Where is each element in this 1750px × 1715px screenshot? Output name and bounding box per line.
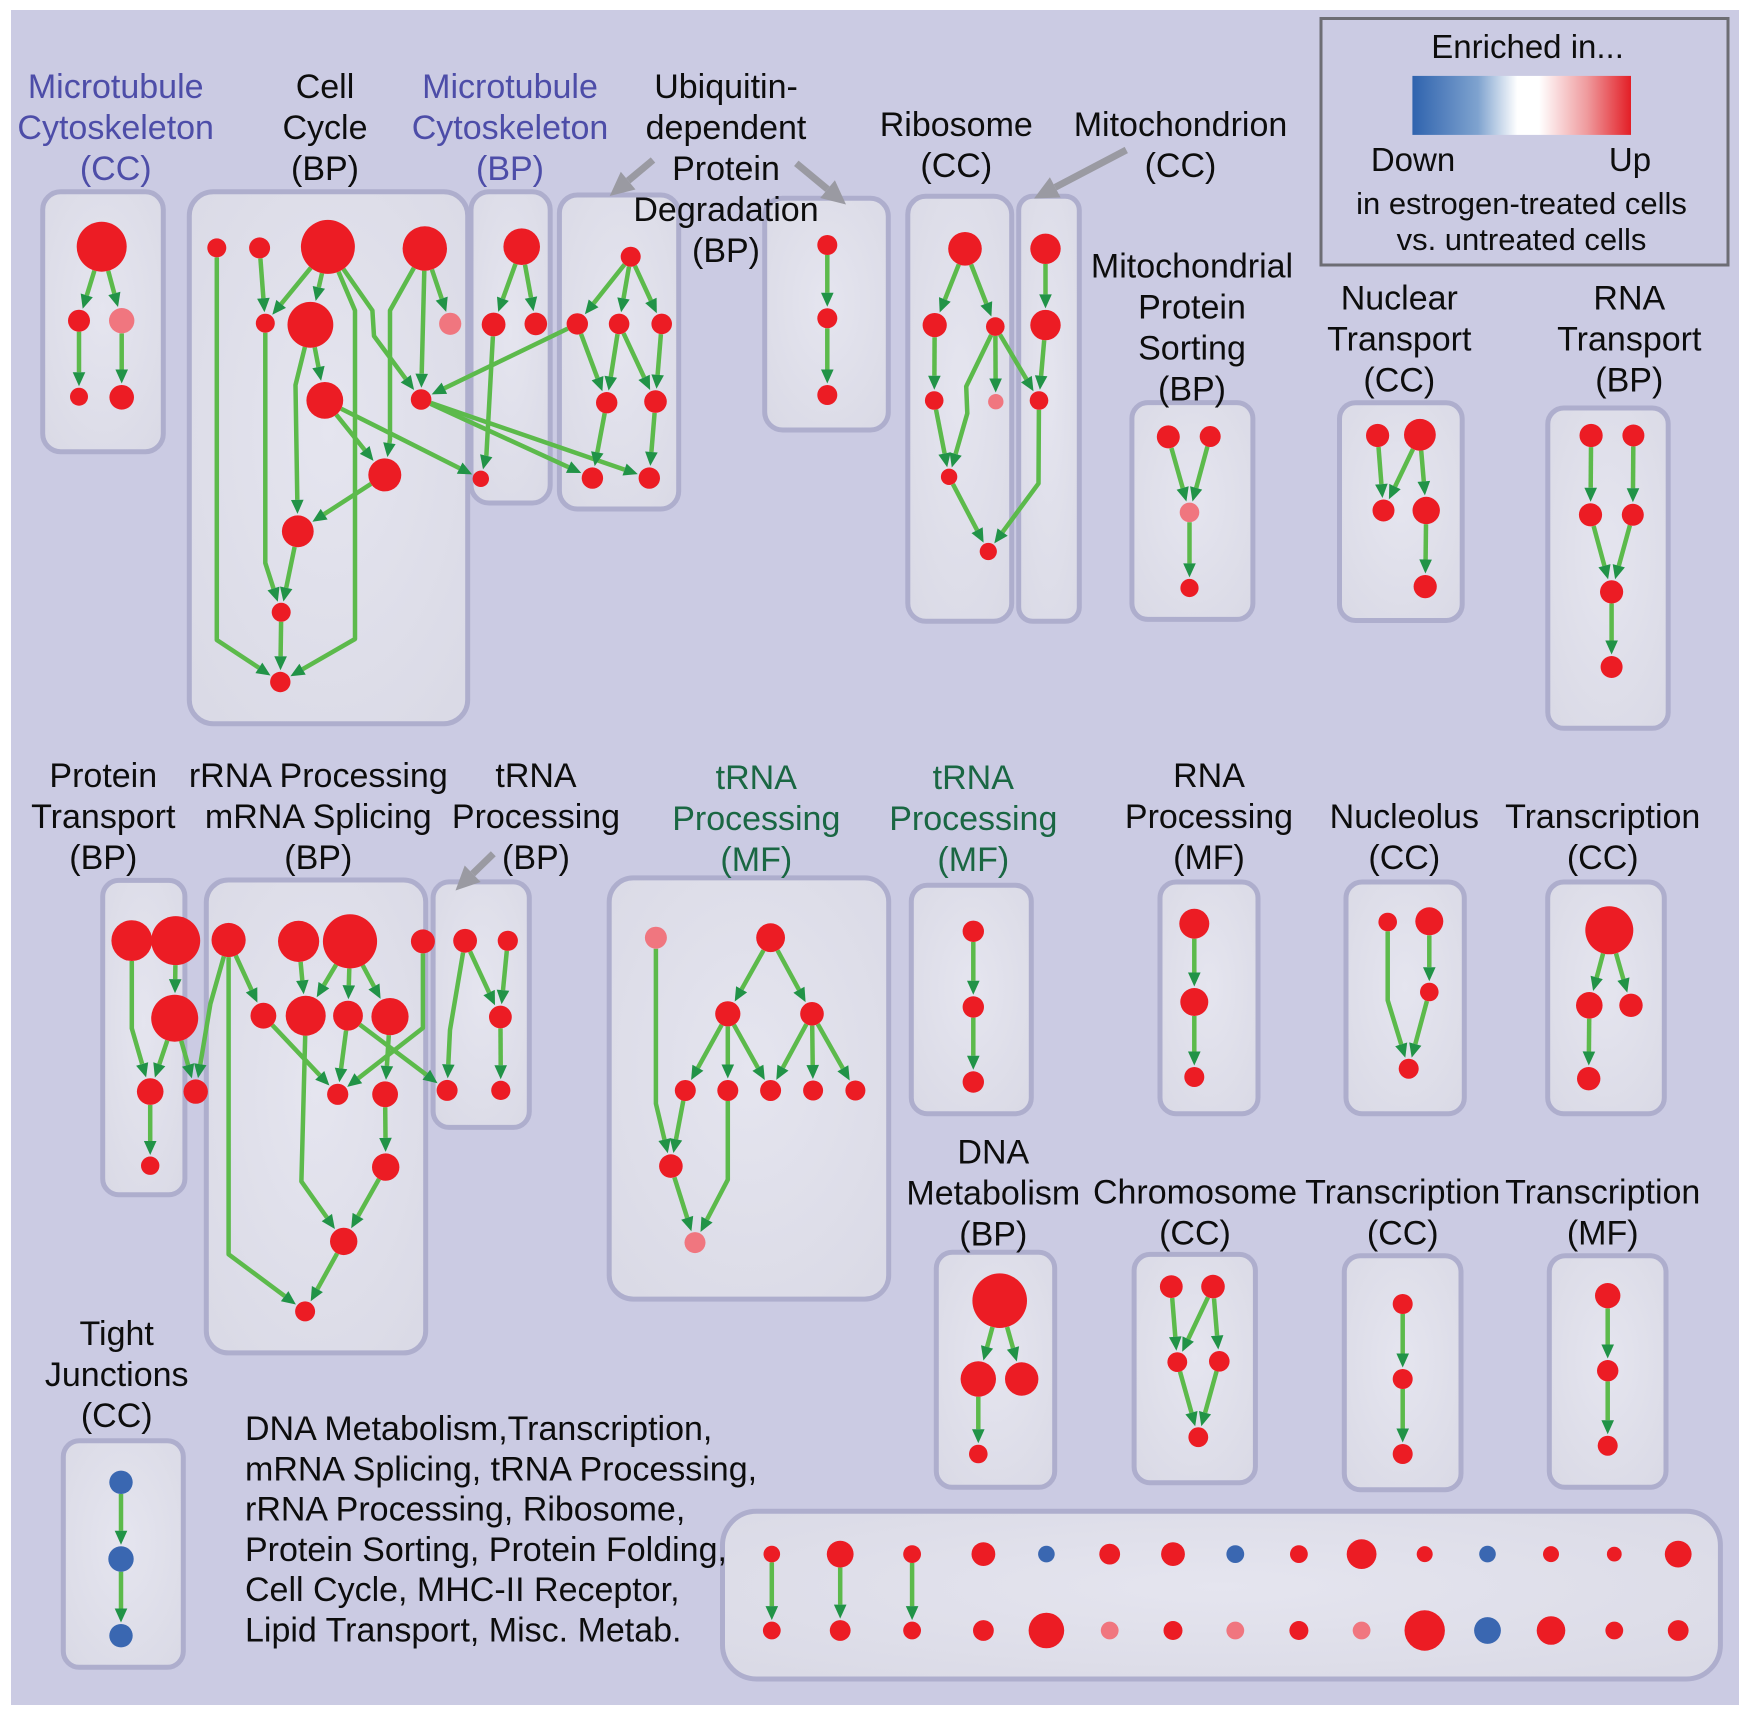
svg-text:(MF): (MF) <box>937 841 1009 879</box>
svg-text:(BP): (BP) <box>291 150 359 188</box>
svg-text:(BP): (BP) <box>502 839 570 877</box>
svg-text:tRNA: tRNA <box>716 759 798 797</box>
svg-text:Nucleolus: Nucleolus <box>1330 798 1479 836</box>
svg-text:Cytoskeleton: Cytoskeleton <box>17 109 214 147</box>
svg-text:tRNA: tRNA <box>933 759 1015 797</box>
svg-text:DNA Metabolism,Transcription,: DNA Metabolism,Transcription, <box>245 1410 712 1448</box>
svg-text:(CC): (CC) <box>1567 839 1639 877</box>
svg-text:Junctions: Junctions <box>45 1356 189 1394</box>
svg-text:Protein: Protein <box>672 150 780 188</box>
svg-text:(CC): (CC) <box>80 150 152 188</box>
svg-text:Processing: Processing <box>452 798 620 836</box>
svg-text:(BP): (BP) <box>69 839 137 877</box>
svg-text:Cytoskeleton: Cytoskeleton <box>412 109 609 147</box>
svg-text:Transport: Transport <box>1327 320 1472 358</box>
svg-text:Transcription: Transcription <box>1505 1173 1700 1211</box>
svg-text:(CC): (CC) <box>920 147 992 185</box>
svg-text:(CC): (CC) <box>1367 1214 1439 1252</box>
svg-text:Mitochondrial: Mitochondrial <box>1091 248 1293 286</box>
svg-text:rRNA Processing: rRNA Processing <box>189 757 448 795</box>
svg-text:(BP): (BP) <box>692 232 760 270</box>
svg-text:RNA: RNA <box>1173 757 1245 795</box>
svg-text:dependent: dependent <box>646 109 807 147</box>
svg-text:Protein: Protein <box>49 757 157 795</box>
svg-text:DNA: DNA <box>957 1133 1029 1171</box>
svg-text:(BP): (BP) <box>476 150 544 188</box>
svg-text:Enriched in...: Enriched in... <box>1431 28 1624 65</box>
svg-text:(MF): (MF) <box>720 841 792 879</box>
svg-text:Degradation: Degradation <box>633 191 818 229</box>
svg-text:Mitochondrion: Mitochondrion <box>1074 106 1288 144</box>
svg-text:RNA: RNA <box>1593 279 1665 317</box>
svg-text:tRNA: tRNA <box>495 757 577 795</box>
svg-text:(CC): (CC) <box>1363 361 1435 399</box>
svg-text:Metabolism: Metabolism <box>906 1174 1080 1212</box>
svg-text:(CC): (CC) <box>1145 147 1217 185</box>
svg-text:(BP): (BP) <box>959 1215 1027 1253</box>
svg-text:Microtubule: Microtubule <box>422 68 598 106</box>
svg-text:Cell Cycle, MHC-II Receptor,: Cell Cycle, MHC-II Receptor, <box>245 1571 680 1609</box>
svg-text:(BP): (BP) <box>1158 371 1226 409</box>
svg-text:Up: Up <box>1609 141 1651 178</box>
svg-text:Protein Sorting, Protein Foldi: Protein Sorting, Protein Folding, <box>245 1531 727 1569</box>
svg-text:vs. untreated cells: vs. untreated cells <box>1397 222 1647 257</box>
svg-text:Ubiquitin-: Ubiquitin- <box>654 68 798 106</box>
svg-text:Transcription: Transcription <box>1505 798 1700 836</box>
svg-text:(CC): (CC) <box>1368 839 1440 877</box>
svg-text:mRNA Splicing: mRNA Splicing <box>205 798 432 836</box>
svg-text:(CC): (CC) <box>1159 1214 1231 1252</box>
svg-text:rRNA Processing, Ribosome,: rRNA Processing, Ribosome, <box>245 1491 685 1529</box>
svg-text:(BP): (BP) <box>1595 361 1663 399</box>
svg-text:Nuclear: Nuclear <box>1341 279 1458 317</box>
svg-text:Microtubule: Microtubule <box>28 68 204 106</box>
svg-text:Transcription: Transcription <box>1305 1173 1500 1211</box>
svg-text:Sorting: Sorting <box>1138 330 1246 368</box>
svg-text:Cycle: Cycle <box>282 109 367 147</box>
svg-text:(BP): (BP) <box>284 839 352 877</box>
svg-text:Protein: Protein <box>1138 289 1246 327</box>
svg-text:Down: Down <box>1371 141 1455 178</box>
svg-text:(MF): (MF) <box>1173 839 1245 877</box>
svg-text:Transport: Transport <box>1557 320 1702 358</box>
svg-text:Processing: Processing <box>889 800 1057 838</box>
svg-text:Lipid Transport, Misc. Metab.: Lipid Transport, Misc. Metab. <box>245 1612 682 1650</box>
svg-text:Processing: Processing <box>1125 798 1293 836</box>
svg-text:mRNA Splicing, tRNA Processing: mRNA Splicing, tRNA Processing, <box>245 1450 757 1488</box>
svg-text:Chromosome: Chromosome <box>1093 1173 1297 1211</box>
svg-text:(CC): (CC) <box>81 1397 153 1435</box>
svg-text:Transport: Transport <box>31 798 176 836</box>
svg-text:(MF): (MF) <box>1567 1214 1639 1252</box>
svg-text:Cell: Cell <box>296 68 355 106</box>
svg-text:Tight: Tight <box>80 1315 155 1353</box>
svg-text:Ribosome: Ribosome <box>880 106 1033 144</box>
svg-text:Processing: Processing <box>672 800 840 838</box>
svg-text:in estrogen-treated cells: in estrogen-treated cells <box>1356 186 1687 221</box>
